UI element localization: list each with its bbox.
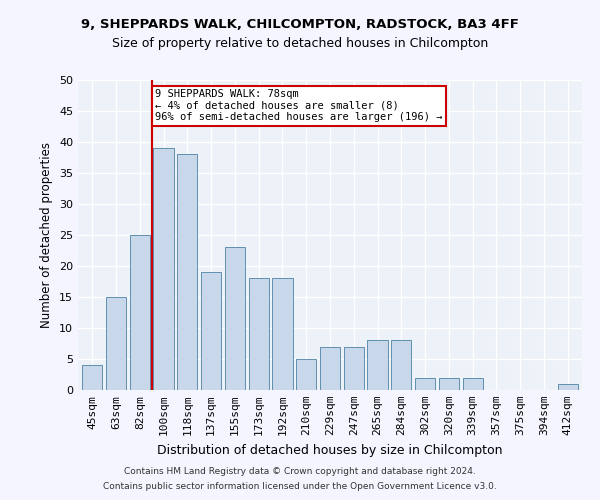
Bar xyxy=(296,359,316,390)
Bar xyxy=(415,378,435,390)
Text: 9 SHEPPARDS WALK: 78sqm
← 4% of detached houses are smaller (8)
96% of semi-deta: 9 SHEPPARDS WALK: 78sqm ← 4% of detached… xyxy=(155,90,443,122)
Bar xyxy=(272,278,293,390)
Bar xyxy=(320,346,340,390)
Bar xyxy=(177,154,197,390)
Bar xyxy=(367,340,388,390)
Text: Size of property relative to detached houses in Chilcompton: Size of property relative to detached ho… xyxy=(112,38,488,51)
Bar xyxy=(130,235,150,390)
Text: Contains HM Land Registry data © Crown copyright and database right 2024.: Contains HM Land Registry data © Crown c… xyxy=(124,467,476,476)
Text: 9, SHEPPARDS WALK, CHILCOMPTON, RADSTOCK, BA3 4FF: 9, SHEPPARDS WALK, CHILCOMPTON, RADSTOCK… xyxy=(81,18,519,30)
Text: Contains public sector information licensed under the Open Government Licence v3: Contains public sector information licen… xyxy=(103,482,497,491)
Y-axis label: Number of detached properties: Number of detached properties xyxy=(40,142,53,328)
Bar xyxy=(391,340,412,390)
Bar xyxy=(106,297,126,390)
Bar xyxy=(557,384,578,390)
Bar xyxy=(344,346,364,390)
X-axis label: Distribution of detached houses by size in Chilcompton: Distribution of detached houses by size … xyxy=(157,444,503,456)
Bar xyxy=(439,378,459,390)
Bar xyxy=(154,148,173,390)
Bar xyxy=(225,248,245,390)
Bar xyxy=(201,272,221,390)
Bar xyxy=(463,378,483,390)
Bar xyxy=(248,278,269,390)
Bar xyxy=(82,365,103,390)
